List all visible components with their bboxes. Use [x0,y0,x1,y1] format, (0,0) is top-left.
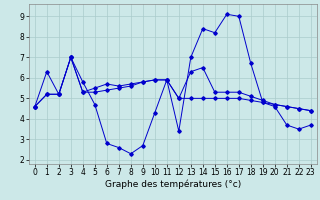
X-axis label: Graphe des températures (°c): Graphe des températures (°c) [105,180,241,189]
